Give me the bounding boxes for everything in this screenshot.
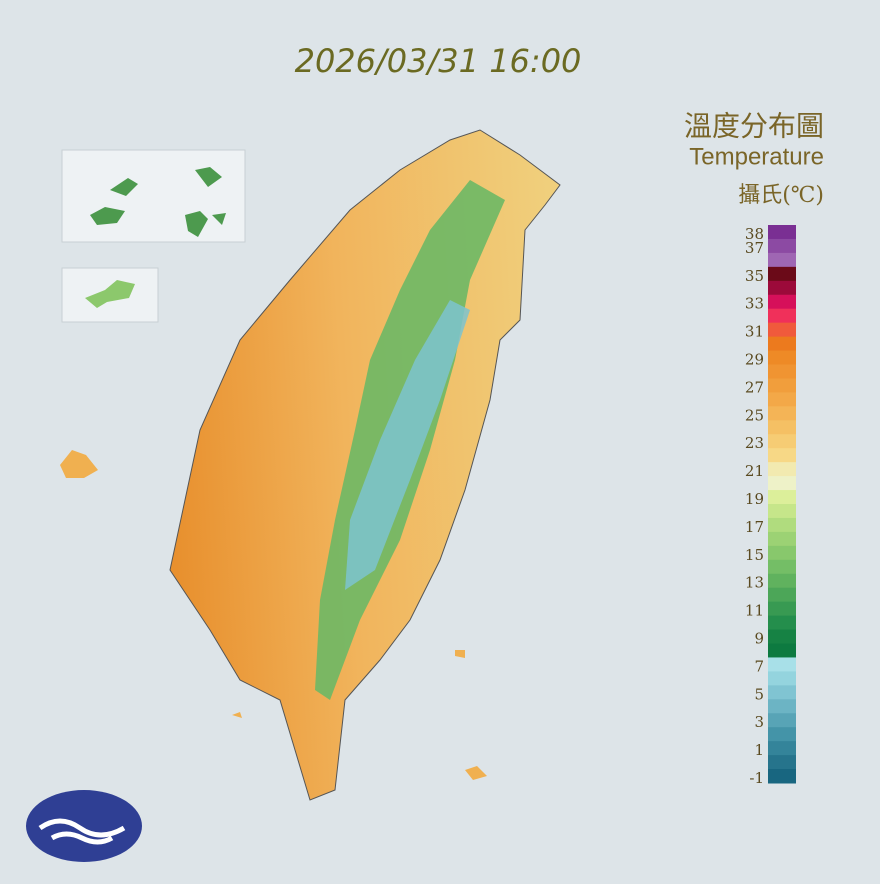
- legend-swatch: [768, 727, 796, 742]
- legend-swatch: [768, 392, 796, 407]
- legend-label: 33: [745, 295, 764, 313]
- legend-swatch: [768, 713, 796, 728]
- legend-label: 31: [745, 323, 764, 341]
- island: [85, 280, 135, 308]
- legend-swatch: [768, 448, 796, 463]
- legend-label: 23: [745, 434, 764, 452]
- legend-swatch: [768, 559, 796, 575]
- legend-swatch: [768, 462, 796, 477]
- title: 溫度分布圖: [684, 110, 824, 143]
- legend-swatch: [768, 755, 796, 770]
- island: [90, 167, 226, 237]
- legend-label: 11: [745, 602, 764, 620]
- legend-swatch: [768, 699, 796, 714]
- legend-label: 9: [754, 630, 764, 648]
- legend-swatch: [768, 671, 796, 686]
- legend-swatch: [768, 406, 796, 421]
- subtitle: Temperature: [689, 143, 824, 170]
- legend-swatch: [768, 545, 796, 561]
- legend-swatch: [768, 420, 796, 435]
- legend-swatch: [768, 573, 796, 589]
- legend-swatch: [768, 225, 796, 240]
- legend-label: 13: [745, 574, 764, 592]
- legend-label: 5: [754, 685, 764, 703]
- legend-label: -1: [749, 769, 764, 787]
- legend-swatch: [768, 741, 796, 756]
- legend-swatch: [768, 504, 796, 519]
- legend-swatch: [768, 587, 796, 603]
- logo-mark: [38, 818, 126, 845]
- legend-label: 7: [754, 657, 764, 675]
- unit: 攝氏(℃): [738, 183, 824, 208]
- logo: [26, 790, 142, 862]
- legend-swatch: [768, 769, 796, 784]
- legend-swatch: [768, 517, 796, 533]
- legend-label: 27: [745, 378, 764, 396]
- legend-label: 15: [745, 546, 764, 564]
- legend-label: 21: [745, 462, 764, 480]
- legend-swatch: [768, 615, 796, 631]
- legend-swatch: [768, 322, 796, 338]
- legend-label: 38: [745, 225, 764, 243]
- legend-swatch: [768, 476, 796, 491]
- timestamp: 2026/03/31 16:00: [295, 42, 582, 80]
- legend-swatch: [768, 364, 796, 379]
- high-mountain-zone: [345, 300, 470, 590]
- legend-label: 29: [745, 351, 764, 369]
- legend-swatch: [768, 350, 796, 365]
- legend-label: 3: [754, 713, 764, 731]
- legend-swatch: [768, 629, 796, 644]
- legend-swatch: [768, 490, 796, 505]
- legend-label: 35: [745, 267, 764, 285]
- legend-swatch: [768, 294, 796, 310]
- legend-swatch: [768, 336, 796, 352]
- legend-label: 25: [745, 406, 764, 424]
- legend-swatch: [768, 308, 796, 324]
- legend-swatch: [768, 252, 796, 268]
- legend-label: 19: [745, 490, 764, 508]
- legend-swatch: [768, 531, 796, 547]
- legend-swatch: [768, 601, 796, 617]
- legend-swatch: [768, 685, 796, 700]
- legend-swatch: [768, 280, 796, 296]
- legend-swatch: [768, 378, 796, 393]
- inset-matsu: [61, 149, 246, 243]
- legend-swatch: [768, 643, 796, 658]
- legend-label: 1: [754, 741, 764, 759]
- legend-swatch: [768, 238, 796, 254]
- legend-label: 17: [745, 518, 764, 536]
- legend-swatch: [768, 434, 796, 449]
- legend-swatch: [768, 657, 796, 672]
- island-penghu: [60, 450, 98, 478]
- legend-label: 37: [745, 239, 764, 257]
- legend-swatch: [768, 266, 796, 282]
